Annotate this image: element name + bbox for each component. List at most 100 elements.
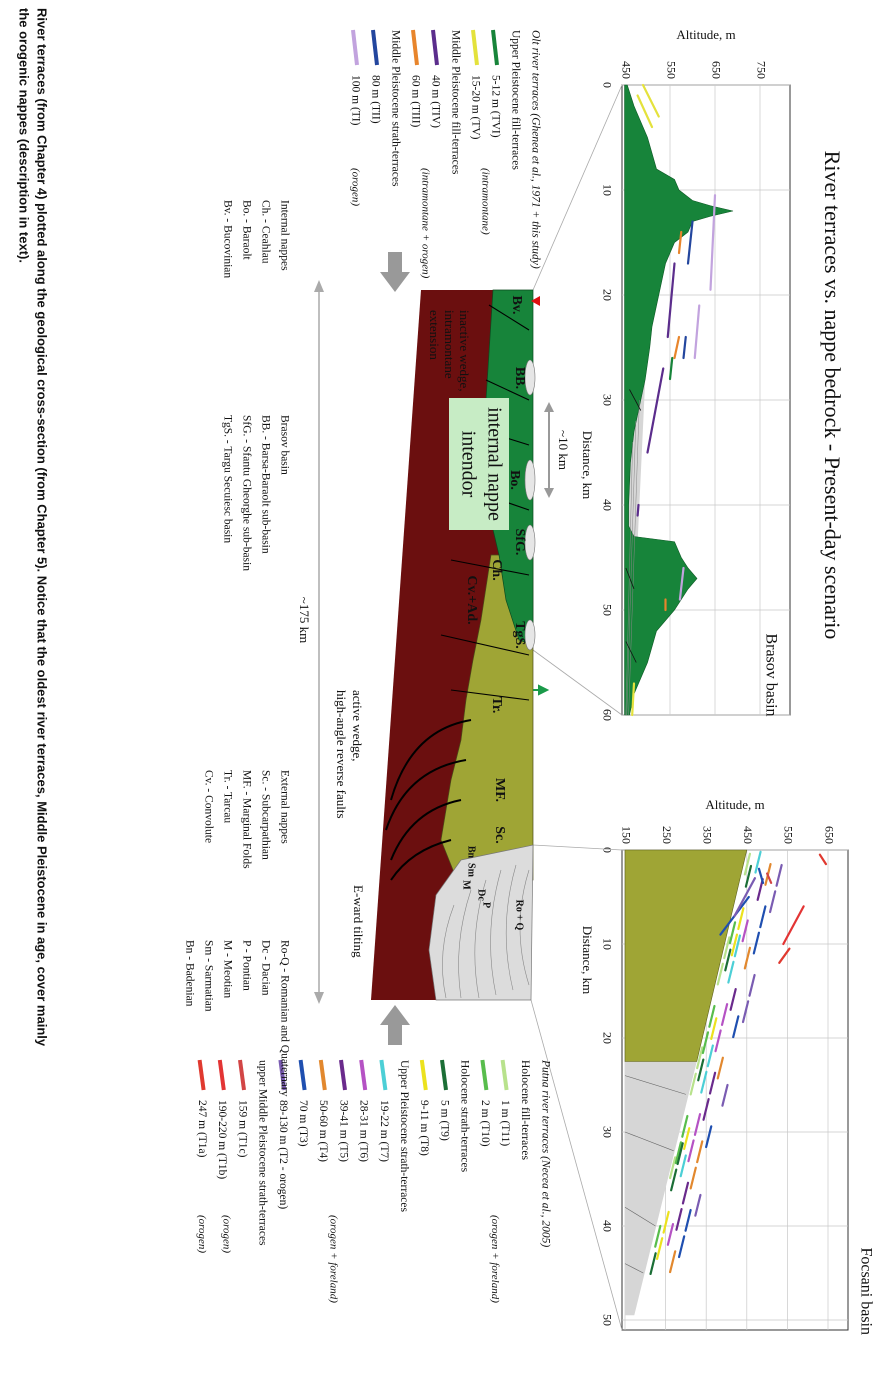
terrace-segment: [775, 863, 783, 887]
legend-label: 28-31 m (T6): [358, 1100, 370, 1162]
glossary-entry: Bo. - Baraolt: [240, 200, 252, 261]
terrace-segment: [720, 1003, 729, 1026]
glossary-entry: Brasov basin: [278, 415, 290, 475]
terrace-segment: [646, 367, 665, 454]
terrace-segment: [759, 905, 767, 929]
bedrock-layer: [626, 420, 637, 716]
terrace-segment: [728, 921, 737, 945]
legend-swatch: [471, 29, 479, 66]
terrace-segment: [702, 1097, 710, 1121]
reverse-fault: [390, 719, 472, 801]
zoom-line: [532, 844, 623, 851]
x-tick-label: 40: [600, 1220, 614, 1232]
legend-label: 2 m (T10): [479, 1100, 491, 1147]
box-label: intendor: [457, 431, 479, 498]
reverse-fault: [385, 759, 467, 831]
terrace-segment: [737, 907, 745, 931]
unit-label: TgS.: [512, 621, 527, 649]
terrace-segment: [678, 566, 685, 601]
unit-label: Tr.: [489, 697, 504, 714]
terrace-segment: [741, 1000, 750, 1024]
terrace-segment: [636, 94, 654, 129]
glossary-entry: BB. - Barsa-Baraolt sub-basin: [259, 415, 271, 554]
terrace-segment: [724, 948, 732, 972]
legend-note: (intramontane): [479, 168, 491, 235]
legend-swatch: [339, 1059, 347, 1091]
legend-note: (intramontane + orogen): [419, 168, 431, 279]
annotation: inactive wedge,: [457, 310, 472, 392]
terrace-segment: [689, 1166, 697, 1190]
legend-label: 50-60 m (T4): [317, 1100, 329, 1162]
legend-swatch: [217, 1059, 226, 1091]
unit-label: P: [481, 902, 492, 908]
terrain-profile: [624, 84, 734, 716]
x-tick-label: 30: [600, 394, 614, 406]
glossary-entry: Internal nappes: [278, 200, 290, 271]
legend-label: 247 m (T1a): [196, 1100, 208, 1158]
terrace-segment: [748, 973, 756, 997]
glossary-entry: Cv. - Convolute: [202, 770, 214, 843]
fault: [485, 379, 530, 401]
terrace-segment: [716, 1056, 724, 1080]
terrace-segment: [732, 1015, 740, 1039]
legend-note: (orogen): [220, 1215, 232, 1253]
unit-label: Bn: [466, 846, 477, 859]
glossary-entry: Ro-Q - Romanian and Quaternary: [278, 940, 290, 1097]
terrace-segment: [641, 83, 660, 118]
arrowhead: [314, 280, 324, 292]
legend-swatch: [318, 1059, 327, 1091]
bedrock-layer: [624, 1075, 686, 1095]
terrace-segment: [708, 1004, 716, 1028]
marker: [531, 296, 540, 306]
x-tick-label: 60: [600, 709, 614, 721]
legend-label: 100 m (TI): [349, 75, 361, 126]
caption: River terraces (from Chapter 4) plotted …: [35, 8, 50, 1047]
terrace-segment: [666, 1223, 675, 1246]
legend-label: 5-12 m (TVI): [489, 75, 501, 138]
glossary-entry: M - Meotian: [221, 940, 233, 998]
marker: [533, 684, 550, 696]
y-tick-label: 450: [741, 826, 755, 844]
legend-label: 1 m (T11): [499, 1100, 511, 1146]
unit-label: M: [461, 880, 472, 890]
terrace-segment: [730, 933, 739, 957]
legend-note: (orogen + foreland): [489, 1215, 501, 1303]
bedrock-layer: [628, 399, 640, 716]
terrace-segment: [649, 1252, 657, 1276]
legend-swatch: [298, 1059, 307, 1091]
scale-label: ~10 km: [556, 430, 571, 470]
x-tick-label: 10: [600, 938, 614, 950]
legend-swatch: [197, 1059, 206, 1091]
glossary-entry: Sm - Sarmatian: [202, 940, 214, 1012]
terrace-segment: [693, 304, 701, 360]
neogene-layer: [490, 869, 502, 996]
glossary-entry: SfG. - Sfantu Gheorghe sub-basin: [240, 415, 252, 571]
terrace-segment: [682, 335, 687, 360]
terrace-segment: [768, 890, 777, 914]
zoom-line: [530, 999, 623, 1331]
legend-label: 70 m (T3): [297, 1100, 309, 1147]
terrace-segment: [729, 988, 737, 1011]
neogene-layer: [458, 889, 472, 999]
terrace-segment: [706, 1044, 714, 1068]
terrace-segment: [684, 1208, 692, 1232]
terrace-segment: [716, 962, 724, 986]
terrace-segment: [670, 1168, 678, 1192]
y-tick-label: 450: [619, 61, 633, 79]
terrace-segment: [743, 946, 752, 970]
legend-swatch: [411, 29, 419, 66]
legend-group: Holocene fill-terraces: [519, 1060, 531, 1160]
terrace-segment: [683, 1127, 691, 1151]
fault: [450, 559, 530, 576]
unit-label: MF.: [492, 778, 507, 802]
bedrock-layer: [624, 1206, 656, 1227]
terrace-segment: [675, 1207, 683, 1231]
glossary-entry: Tr. - Tarcau: [221, 770, 233, 823]
terrace-segment: [721, 1083, 729, 1107]
unit-label: Cv.+Ad.: [464, 575, 479, 624]
glossary-entry: Sc. - Subcarpathian: [259, 770, 271, 860]
legend-swatch: [351, 29, 359, 66]
legend-swatch: [440, 1059, 448, 1091]
terrace-segment: [676, 1142, 684, 1166]
